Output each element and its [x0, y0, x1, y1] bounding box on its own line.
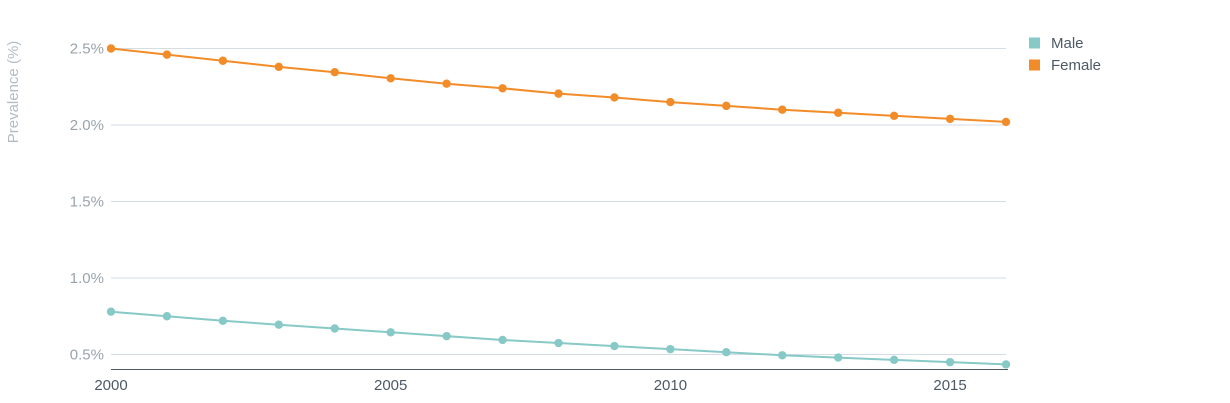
data-point-female	[330, 68, 339, 77]
data-point-female	[778, 105, 787, 114]
data-point-male	[889, 355, 899, 365]
data-point-female	[162, 50, 172, 59]
data-point-female	[106, 44, 116, 53]
data-point-male	[554, 338, 563, 348]
y-axis-label: Prevalence (%)	[5, 41, 22, 144]
data-point-female	[889, 111, 899, 121]
data-point-male	[218, 316, 228, 326]
legend-label-female: Female	[1051, 57, 1101, 74]
series-male	[106, 307, 1011, 369]
series-female	[106, 44, 1011, 127]
legend-swatch-male	[1029, 37, 1040, 49]
y-tick-label: 2.0%	[70, 117, 104, 134]
x-tick-label: 2000	[94, 377, 127, 394]
data-point-male	[1001, 360, 1011, 369]
data-point-female	[386, 74, 395, 83]
data-point-male	[666, 344, 675, 354]
data-point-female	[274, 62, 284, 72]
legend-item-female[interactable]: Female	[1029, 57, 1101, 74]
legend-item-male[interactable]: Male	[1029, 35, 1084, 52]
series-layer	[106, 44, 1011, 369]
legend-swatch-female	[1029, 59, 1040, 71]
series-line-male	[110, 310, 1007, 366]
x-axis: 2000 2005 2010 2015	[94, 369, 1008, 394]
data-point-male	[162, 312, 172, 321]
legend-label-male: Male	[1051, 35, 1084, 52]
data-point-male	[945, 357, 955, 367]
data-point-female	[833, 108, 843, 117]
y-tick-label: 1.0%	[70, 270, 104, 287]
data-point-male	[274, 320, 284, 329]
data-point-male	[498, 335, 507, 345]
y-tick-label: 1.5%	[70, 194, 104, 211]
grid-lines	[111, 48, 1006, 355]
data-point-female	[1001, 117, 1011, 127]
legend: Male Female	[1029, 35, 1101, 74]
y-tick-label: 2.5%	[70, 41, 104, 58]
y-axis-ticks: 0.5% 1.0% 1.5% 2.0% 2.5%	[70, 41, 104, 364]
x-tick-label: 2010	[654, 377, 687, 394]
data-point-male	[610, 341, 619, 351]
data-point-male	[330, 324, 339, 333]
data-point-female	[554, 89, 563, 98]
data-point-male	[778, 351, 787, 360]
data-point-male	[442, 331, 451, 341]
data-point-female	[442, 79, 451, 88]
data-point-female	[218, 56, 228, 65]
data-point-male	[106, 307, 116, 316]
data-point-female	[666, 97, 675, 107]
data-point-female	[498, 84, 507, 93]
data-point-female	[610, 93, 619, 102]
x-tick-label: 2015	[933, 377, 966, 394]
series-line-female	[110, 47, 1007, 123]
data-point-female	[722, 101, 731, 111]
data-point-female	[945, 114, 955, 124]
data-point-male	[386, 328, 395, 337]
data-point-male	[722, 348, 731, 357]
x-tick-label: 2005	[374, 377, 407, 394]
y-tick-label: 0.5%	[70, 347, 104, 364]
data-point-male	[833, 353, 843, 362]
